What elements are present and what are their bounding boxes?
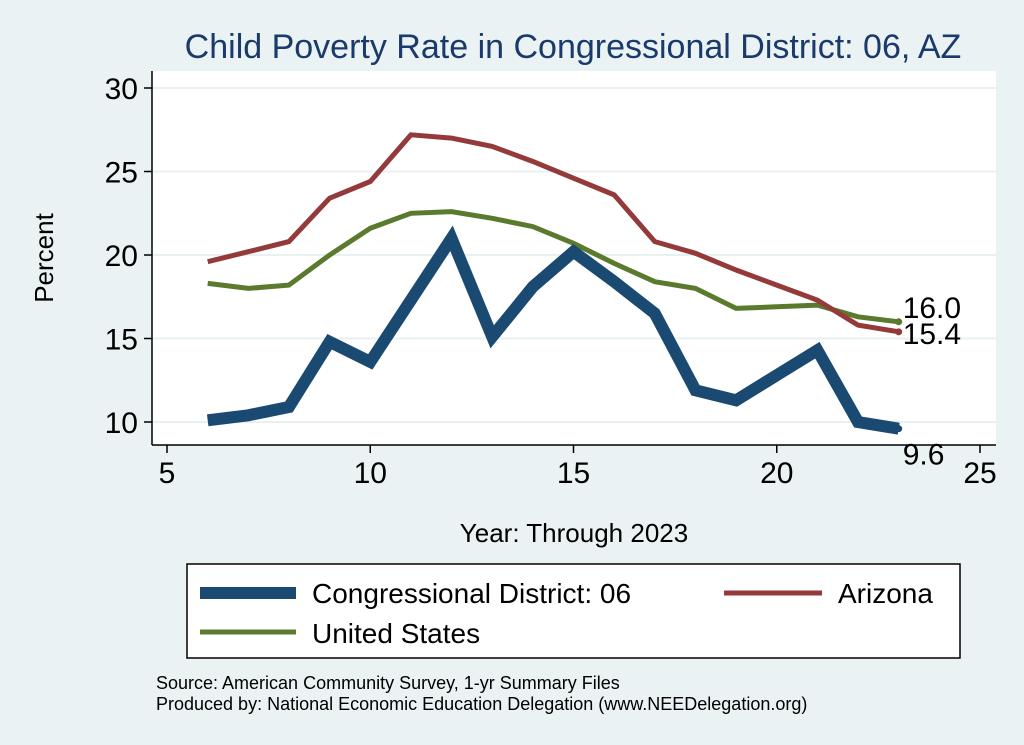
legend-label: United States xyxy=(312,618,480,649)
end-labels: 9.6 15.416.0 xyxy=(903,292,961,472)
producer-note: Produced by: National Economic Education… xyxy=(156,694,807,714)
legend: Congressional District: 06 Arizona United … xyxy=(200,578,933,649)
legend-box xyxy=(186,563,961,659)
y-tick-label: 20 xyxy=(105,240,138,273)
x-tick-label: 15 xyxy=(557,457,590,490)
legend-label: Congressional District: 06 xyxy=(312,578,631,609)
y-tick-label: 15 xyxy=(105,324,138,357)
series-endpoint xyxy=(895,318,903,326)
series-line xyxy=(207,132,900,335)
series-line xyxy=(207,209,900,325)
end-value-label: 15.4 xyxy=(903,318,961,351)
x-axis-label: Year: Through 2023 xyxy=(460,518,688,548)
chart-title: Child Poverty Rate in Congressional Dist… xyxy=(185,28,962,66)
x-tick-label: 25 xyxy=(963,457,996,490)
x-tick-label: 10 xyxy=(354,457,387,490)
end-value-label: 9.6 xyxy=(903,439,945,472)
series-line xyxy=(206,225,900,435)
series-lines xyxy=(206,132,903,435)
axis-ticks: 10 15 20 25 30 5 10 15 20 25 xyxy=(105,73,997,490)
y-tick-label: 25 xyxy=(105,157,138,190)
legend-label: Arizona xyxy=(838,578,933,609)
y-tick-label: 10 xyxy=(105,407,138,440)
series-endpoint xyxy=(895,425,903,433)
y-tick-label: 30 xyxy=(105,73,138,106)
x-tick-label: 5 xyxy=(159,457,176,490)
y-axis-label: Percent xyxy=(29,212,59,302)
end-value-label: 16.0 xyxy=(903,292,961,325)
x-tick-label: 20 xyxy=(760,457,793,490)
source-note: Source: American Community Survey, 1-yr … xyxy=(156,673,620,693)
series-endpoint xyxy=(895,328,903,336)
